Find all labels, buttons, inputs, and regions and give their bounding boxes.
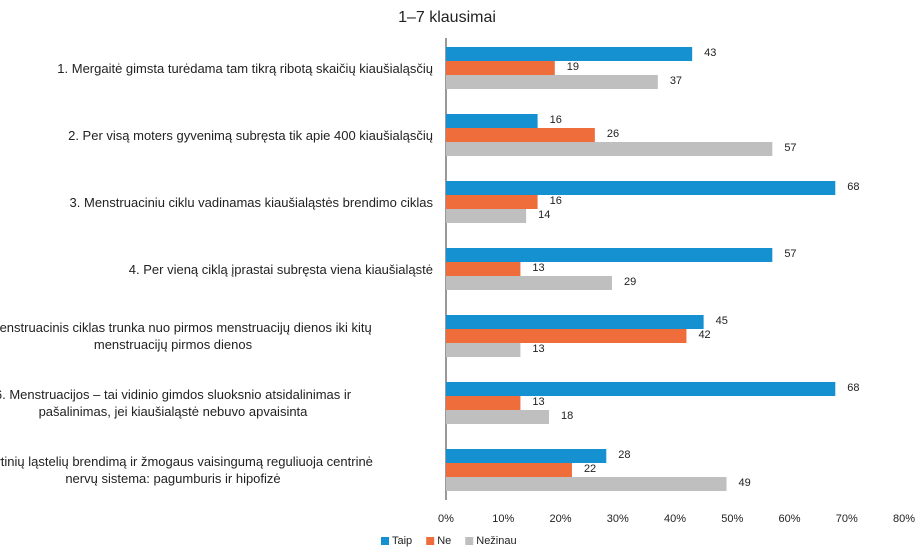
bar xyxy=(446,396,521,410)
legend-label: Ne xyxy=(437,535,451,547)
data-label: 28 xyxy=(618,449,630,461)
bar xyxy=(446,343,521,357)
data-label: 57 xyxy=(784,142,796,154)
bar xyxy=(446,262,521,276)
bar xyxy=(446,128,595,142)
legend-swatch xyxy=(381,537,389,545)
data-label: 43 xyxy=(704,47,716,59)
x-tick-label: 0% xyxy=(438,513,454,525)
bar xyxy=(446,75,658,89)
x-tick-label: 30% xyxy=(607,513,629,525)
data-label: 13 xyxy=(532,396,544,408)
x-tick-label: 40% xyxy=(664,513,686,525)
data-label: 26 xyxy=(607,128,619,140)
legend-label: Taip xyxy=(392,535,412,547)
category-label: 7. Lytinių ląstelių brendimą ir žmogaus … xyxy=(0,454,373,486)
data-label: 16 xyxy=(550,114,562,126)
bar xyxy=(446,142,773,156)
data-label: 16 xyxy=(550,195,562,207)
category-label: 5. Menstruacinis ciklas trunka nuo pirmo… xyxy=(0,320,372,352)
bar xyxy=(446,410,550,424)
data-label: 37 xyxy=(670,75,682,87)
bar xyxy=(446,47,693,61)
data-label: 18 xyxy=(561,410,573,422)
bar xyxy=(446,315,704,329)
bar xyxy=(446,195,538,209)
bar xyxy=(446,477,727,491)
x-tick-label: 80% xyxy=(893,513,915,525)
category-label: 1. Mergaitė gimsta turėdama tam tikrą ri… xyxy=(57,60,433,76)
bar xyxy=(446,61,555,75)
bar xyxy=(446,209,527,223)
bar xyxy=(446,181,836,195)
bar xyxy=(446,248,773,262)
bar xyxy=(446,329,687,343)
data-label: 45 xyxy=(716,315,728,327)
data-label: 22 xyxy=(584,463,596,475)
bar xyxy=(446,382,836,396)
data-label: 68 xyxy=(847,382,859,394)
x-tick-label: 70% xyxy=(836,513,858,525)
category-label: 4. Per vieną ciklą įprastai subręsta vie… xyxy=(128,261,433,277)
data-label: 29 xyxy=(624,276,636,288)
data-label: 13 xyxy=(532,343,544,355)
data-label: 68 xyxy=(847,181,859,193)
bar xyxy=(446,276,613,290)
category-label: 2. Per visą moters gyvenimą subręsta tik… xyxy=(68,127,433,143)
bar xyxy=(446,449,607,463)
category-label: 6. Menstruacijos – tai vidinio gimdos sl… xyxy=(0,387,352,419)
x-tick-label: 60% xyxy=(778,513,800,525)
data-label: 49 xyxy=(739,477,751,489)
legend-swatch xyxy=(426,537,435,545)
bar xyxy=(446,114,538,128)
category-label: 3. Menstruaciniu ciklu vadinamas kiaušia… xyxy=(69,194,433,210)
bar xyxy=(446,463,572,477)
data-label: 57 xyxy=(784,248,796,260)
chart-title: 1–7 klausimai xyxy=(398,9,496,26)
data-label: 14 xyxy=(538,209,550,221)
data-label: 19 xyxy=(567,61,579,73)
legend-swatch xyxy=(465,537,474,545)
x-tick-label: 20% xyxy=(549,513,571,525)
legend-label: Nežinau xyxy=(476,535,516,547)
data-label: 42 xyxy=(698,329,710,341)
data-label: 13 xyxy=(532,262,544,274)
x-tick-label: 50% xyxy=(721,513,743,525)
x-tick-label: 10% xyxy=(492,513,514,525)
